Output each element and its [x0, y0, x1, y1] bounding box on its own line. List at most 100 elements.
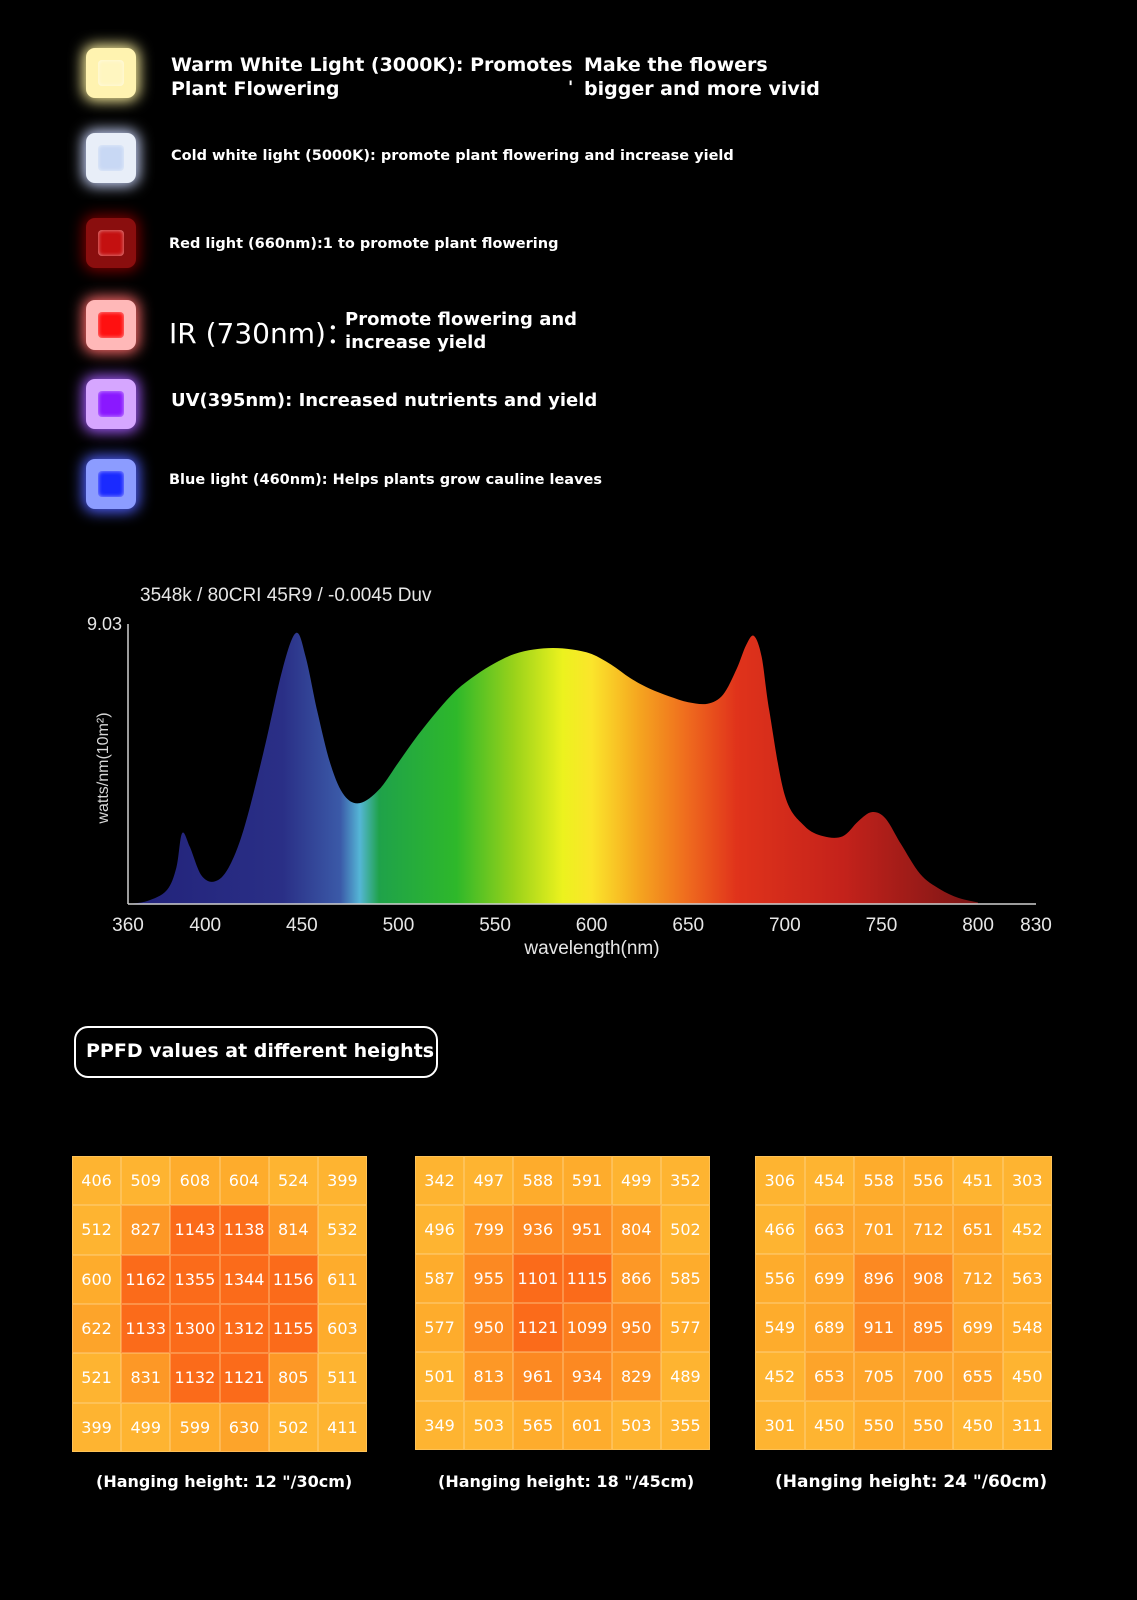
x-tick-label: 500	[383, 915, 415, 936]
ppfd-cell: 501	[415, 1352, 465, 1401]
ppfd-cell: 1121	[513, 1303, 563, 1352]
ppfd-cell: 599	[170, 1402, 220, 1452]
ppfd-cell: 452	[755, 1352, 805, 1401]
ppfd-cell: 511	[317, 1353, 367, 1403]
red-description: Red light (660nm):1 to promote plant flo…	[169, 236, 559, 252]
ppfd-cell: 829	[611, 1352, 661, 1401]
ppfd-cell: 509	[121, 1156, 171, 1206]
ppfd-cell: 524	[268, 1156, 318, 1206]
ppfd-cell: 622	[72, 1303, 122, 1354]
ppfd-cell: 700	[903, 1352, 953, 1401]
ppfd-cell: 406	[72, 1156, 122, 1206]
x-tick-label: 400	[189, 915, 221, 936]
ir-line-2: increase yield	[345, 332, 487, 353]
ppfd-cell: 712	[953, 1254, 1003, 1303]
x-tick-label: 600	[576, 915, 608, 936]
ppfd-cell: 399	[72, 1402, 122, 1452]
ppfd-cell: 813	[464, 1352, 514, 1401]
ppfd-cell: 705	[854, 1352, 904, 1401]
ppfd-cell: 655	[953, 1352, 1003, 1401]
caption-12in: (Hanging height: 12 "/30cm)	[96, 1472, 353, 1491]
ppfd-cell: 603	[317, 1303, 367, 1354]
ppfd-cell: 1143	[170, 1205, 220, 1255]
ppfd-cell: 355	[660, 1401, 710, 1450]
warm-white-led-icon	[86, 48, 136, 98]
ppfd-cell: 1121	[219, 1353, 269, 1403]
ppfd-cell: 600	[72, 1254, 122, 1304]
spectrum-chart: 9.03 watts/nm(10m²) 360 400 450 500 550 600 650 7…	[87, 614, 1052, 959]
ppfd-cell: 577	[660, 1303, 710, 1352]
warm-white-side-note: Make the flowers bigger and more vivid	[584, 53, 820, 101]
ppfd-cell: 503	[611, 1401, 661, 1450]
warm-white-line-2: Plant Flowering	[171, 78, 340, 100]
ppfd-cell: 701	[854, 1205, 904, 1254]
ppfd-cell: 549	[755, 1303, 805, 1352]
ppfd-cell: 556	[755, 1254, 805, 1303]
ir-line-1: Promote flowering and	[345, 309, 578, 330]
x-tick-label: 800	[962, 915, 994, 936]
ppfd-cell: 814	[268, 1205, 318, 1255]
warm-white-mark: '	[568, 78, 574, 98]
ppfd-cell: 1138	[219, 1205, 269, 1255]
ppfd-cell: 556	[903, 1156, 953, 1205]
caption-24in: (Hanging height: 24 "/60cm)	[775, 1472, 1048, 1492]
ppfd-cell: 496	[415, 1205, 465, 1254]
uv-description: UV(395nm): Increased nutrients and yield	[171, 390, 598, 411]
spectrum-area	[128, 632, 979, 904]
ir-description: Promote flowering and increase yield	[345, 308, 577, 354]
ppfd-cell: 550	[854, 1401, 904, 1450]
ir-led-icon	[86, 300, 136, 350]
ppfd-cell: 450	[953, 1401, 1003, 1450]
ppfd-cell: 1300	[170, 1303, 220, 1354]
ppfd-cell: 512	[72, 1205, 122, 1255]
ppfd-cell: 805	[268, 1353, 318, 1403]
warm-white-line-1: Warm White Light (3000K): Promotes	[171, 54, 573, 76]
ppfd-cell: 1099	[562, 1303, 612, 1352]
ppfd-cell: 352	[660, 1156, 710, 1205]
x-tick-label: 830	[1020, 915, 1052, 936]
ppfd-cell: 399	[317, 1156, 367, 1206]
ppfd-cell: 1344	[219, 1254, 269, 1304]
ppfd-cell: 489	[660, 1352, 710, 1401]
ppfd-cell: 502	[268, 1402, 318, 1452]
ppfd-cell: 497	[464, 1156, 514, 1205]
ppfd-cell: 712	[903, 1205, 953, 1254]
ppfd-cell: 936	[513, 1205, 563, 1254]
ppfd-cell: 499	[611, 1156, 661, 1205]
ppfd-cell: 306	[755, 1156, 805, 1205]
ppfd-cell: 911	[854, 1303, 904, 1352]
ppfd-grid-12in: 406 509 608 604 524 399 512 827 1143 1138 814 532 60…	[72, 1156, 367, 1452]
side-note-line-2: bigger and more vivid	[584, 78, 820, 100]
ppfd-cell: 450	[1002, 1352, 1052, 1401]
ppfd-cell: 451	[953, 1156, 1003, 1205]
ppfd-cell: 502	[660, 1205, 710, 1254]
ppfd-cell: 550	[903, 1401, 953, 1450]
ppfd-cell: 588	[513, 1156, 563, 1205]
x-axis-label: wavelength(nm)	[523, 938, 659, 959]
ppfd-cell: 799	[464, 1205, 514, 1254]
ppfd-grid-24in: 306 454 558 556 451 303 466 663 701 712 651 452 556 6…	[755, 1156, 1052, 1450]
ppfd-cell: 827	[121, 1205, 171, 1255]
ppfd-cell: 301	[755, 1401, 805, 1450]
ppfd-cell: 532	[317, 1205, 367, 1255]
ppfd-cell: 804	[611, 1205, 661, 1254]
ppfd-cell: 895	[903, 1303, 953, 1352]
ppfd-cell: 934	[562, 1352, 612, 1401]
ppfd-cell: 950	[611, 1303, 661, 1352]
ppfd-cell: 1155	[268, 1303, 318, 1354]
ppfd-cell: 452	[1002, 1205, 1052, 1254]
ppfd-cell: 896	[854, 1254, 904, 1303]
ppfd-cell: 950	[464, 1303, 514, 1352]
ppfd-cell: 349	[415, 1401, 465, 1450]
ppfd-cell: 342	[415, 1156, 465, 1205]
ppfd-cell: 303	[1002, 1156, 1052, 1205]
ppfd-cell: 1132	[170, 1353, 220, 1403]
x-tick-label: 750	[866, 915, 898, 936]
ppfd-cell: 604	[219, 1156, 269, 1206]
ppfd-section-title: PPFD values at different heights	[74, 1026, 438, 1078]
ppfd-cell: 591	[562, 1156, 612, 1205]
ppfd-cell: 908	[903, 1254, 953, 1303]
uv-led-icon	[86, 379, 136, 429]
ppfd-cell: 663	[804, 1205, 854, 1254]
ppfd-cell: 1355	[170, 1254, 220, 1304]
